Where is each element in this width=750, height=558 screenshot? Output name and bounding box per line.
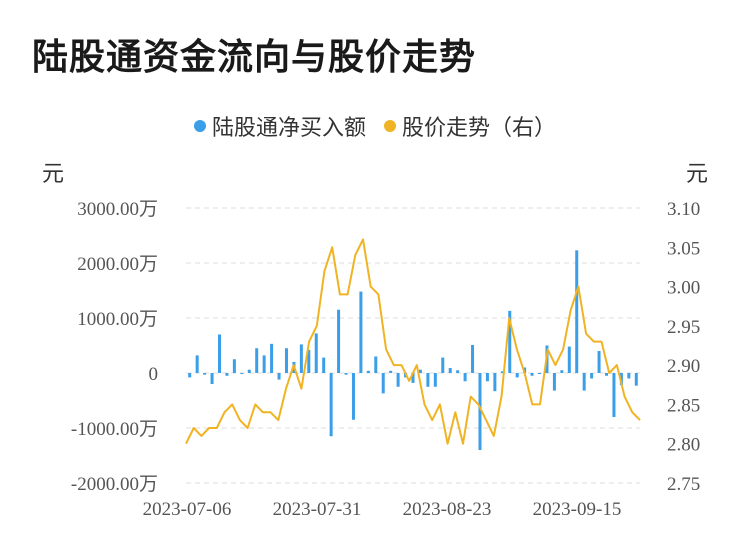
- legend-item-price[interactable]: 股价走势（右）: [384, 110, 556, 142]
- bar: [247, 369, 251, 373]
- legend-item-net-buy[interactable]: 陆股通净买入额: [193, 110, 366, 142]
- bar: [627, 373, 631, 379]
- bar: [448, 368, 452, 373]
- y-left-tick-label: -1000.00万: [71, 419, 158, 440]
- legend-label-price: 股价走势（右）: [402, 116, 557, 141]
- y-right-tick-label: 2.75: [667, 474, 700, 495]
- bar: [329, 373, 333, 437]
- bar: [225, 373, 229, 376]
- bar: [255, 348, 259, 373]
- y-right-tick-label: 2.95: [667, 317, 700, 338]
- legend: 陆股通净买入额 股价走势（右）: [0, 110, 750, 142]
- y-left-tick-label: 3000.00万: [77, 199, 158, 220]
- bar: [359, 291, 363, 373]
- legend-marker-net-buy: [193, 120, 206, 132]
- bar: [605, 373, 609, 376]
- y-right-tick-label: 3.10: [667, 199, 700, 220]
- y-right-tick-label: 2.90: [667, 356, 700, 377]
- bar: [508, 310, 512, 373]
- y-left-tick-label: 2000.00万: [77, 254, 158, 275]
- y-left-tick-label: 1000.00万: [77, 309, 158, 330]
- bar: [366, 370, 370, 373]
- x-tick-label: 2023-07-31: [273, 499, 362, 520]
- bar: [337, 309, 341, 373]
- bar: [418, 369, 422, 373]
- bar: [381, 373, 385, 394]
- bar: [552, 373, 556, 391]
- bar: [195, 355, 199, 373]
- bar: [515, 373, 519, 378]
- x-tick-label: 2023-09-15: [533, 499, 622, 520]
- bar: [590, 373, 594, 379]
- bar: [433, 373, 437, 387]
- legend-label-net-buy: 陆股通净买入额: [211, 116, 366, 141]
- bar: [389, 370, 393, 373]
- bar: [307, 349, 311, 373]
- bar: [530, 373, 534, 376]
- bar: [314, 333, 318, 373]
- y-right-tick-label: 3.00: [667, 278, 700, 299]
- bar: [284, 348, 288, 373]
- bar: [396, 373, 400, 387]
- bar: [374, 356, 378, 373]
- bar: [582, 373, 586, 391]
- bar: [262, 355, 266, 373]
- bar: [232, 359, 236, 373]
- bar: [456, 370, 460, 373]
- bar: [426, 373, 430, 387]
- bar: [203, 373, 207, 375]
- y-left-tick-label: -2000.00万: [71, 474, 158, 495]
- bar: [478, 373, 482, 450]
- bar: [270, 343, 274, 373]
- left-axis-unit: 元: [42, 162, 65, 187]
- y-right-tick-label: 3.05: [667, 238, 700, 259]
- bar: [619, 373, 623, 386]
- bar: [463, 373, 467, 382]
- bar: [277, 373, 281, 380]
- bar: [188, 373, 192, 378]
- bar: [597, 351, 601, 373]
- bar: [634, 373, 638, 386]
- legend-marker-price: [384, 120, 396, 132]
- bar: [411, 373, 415, 383]
- chart-title: 陆股通资金流向与股价走势: [32, 37, 477, 78]
- bar: [217, 334, 221, 373]
- bar: [500, 371, 504, 373]
- y-left-tick-label: 0: [149, 364, 159, 385]
- right-axis-unit: 元: [685, 162, 708, 187]
- x-tick-label: 2023-08-23: [403, 499, 492, 520]
- bar: [210, 373, 214, 384]
- bar: [493, 373, 497, 392]
- bar: [344, 373, 348, 375]
- bar: [567, 346, 571, 373]
- bar: [441, 357, 445, 373]
- bar: [575, 250, 579, 373]
- y-right-tick-label: 2.85: [667, 395, 700, 416]
- y-right-tick-label: 2.80: [667, 435, 700, 456]
- price-line: [185, 238, 641, 445]
- bar: [322, 357, 326, 373]
- bar: [612, 373, 616, 417]
- x-tick-label: 2023-07-06: [143, 499, 232, 520]
- bar: [560, 370, 564, 373]
- bar: [538, 373, 542, 374]
- bar: [240, 373, 244, 374]
- bar: [299, 344, 303, 373]
- bar: [471, 344, 475, 373]
- bar: [351, 373, 355, 420]
- bar: [485, 373, 489, 382]
